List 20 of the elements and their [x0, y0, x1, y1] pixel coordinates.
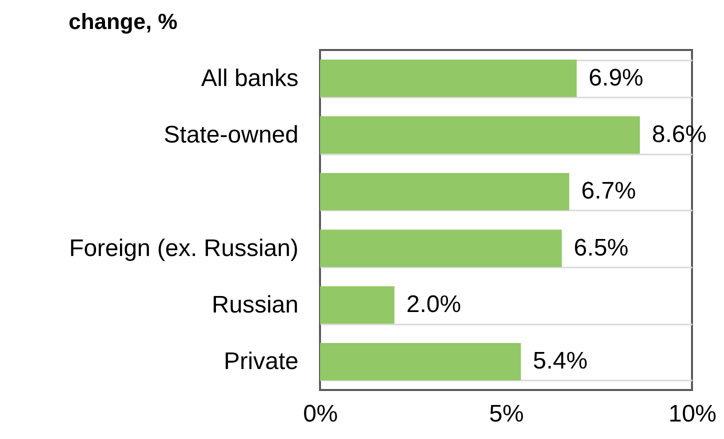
bar — [320, 172, 570, 210]
data-label: 6.5% — [574, 234, 629, 262]
x-tick-label: 0% — [303, 400, 338, 428]
x-tick-label: 5% — [489, 400, 524, 428]
bar — [320, 230, 562, 268]
x-tick-label: 10% — [668, 400, 717, 428]
data-label: 2.0% — [406, 291, 462, 318]
text: change, % — [68, 9, 178, 34]
bar — [320, 286, 394, 324]
y-tick-label: All banks — [201, 64, 298, 92]
y-tick-label: Foreign (ex. Russian) — [69, 234, 298, 262]
bar — [320, 60, 577, 98]
y-tick-label: State-owned — [164, 122, 298, 148]
data-label: 5.4% — [532, 348, 588, 375]
data-label: 6.7% — [581, 178, 636, 205]
bar — [320, 116, 640, 154]
y-tick-label: Russian — [212, 292, 298, 318]
bar — [320, 342, 521, 380]
y-tick-label: Private — [224, 348, 298, 376]
data-label: 6.9% — [588, 64, 644, 92]
